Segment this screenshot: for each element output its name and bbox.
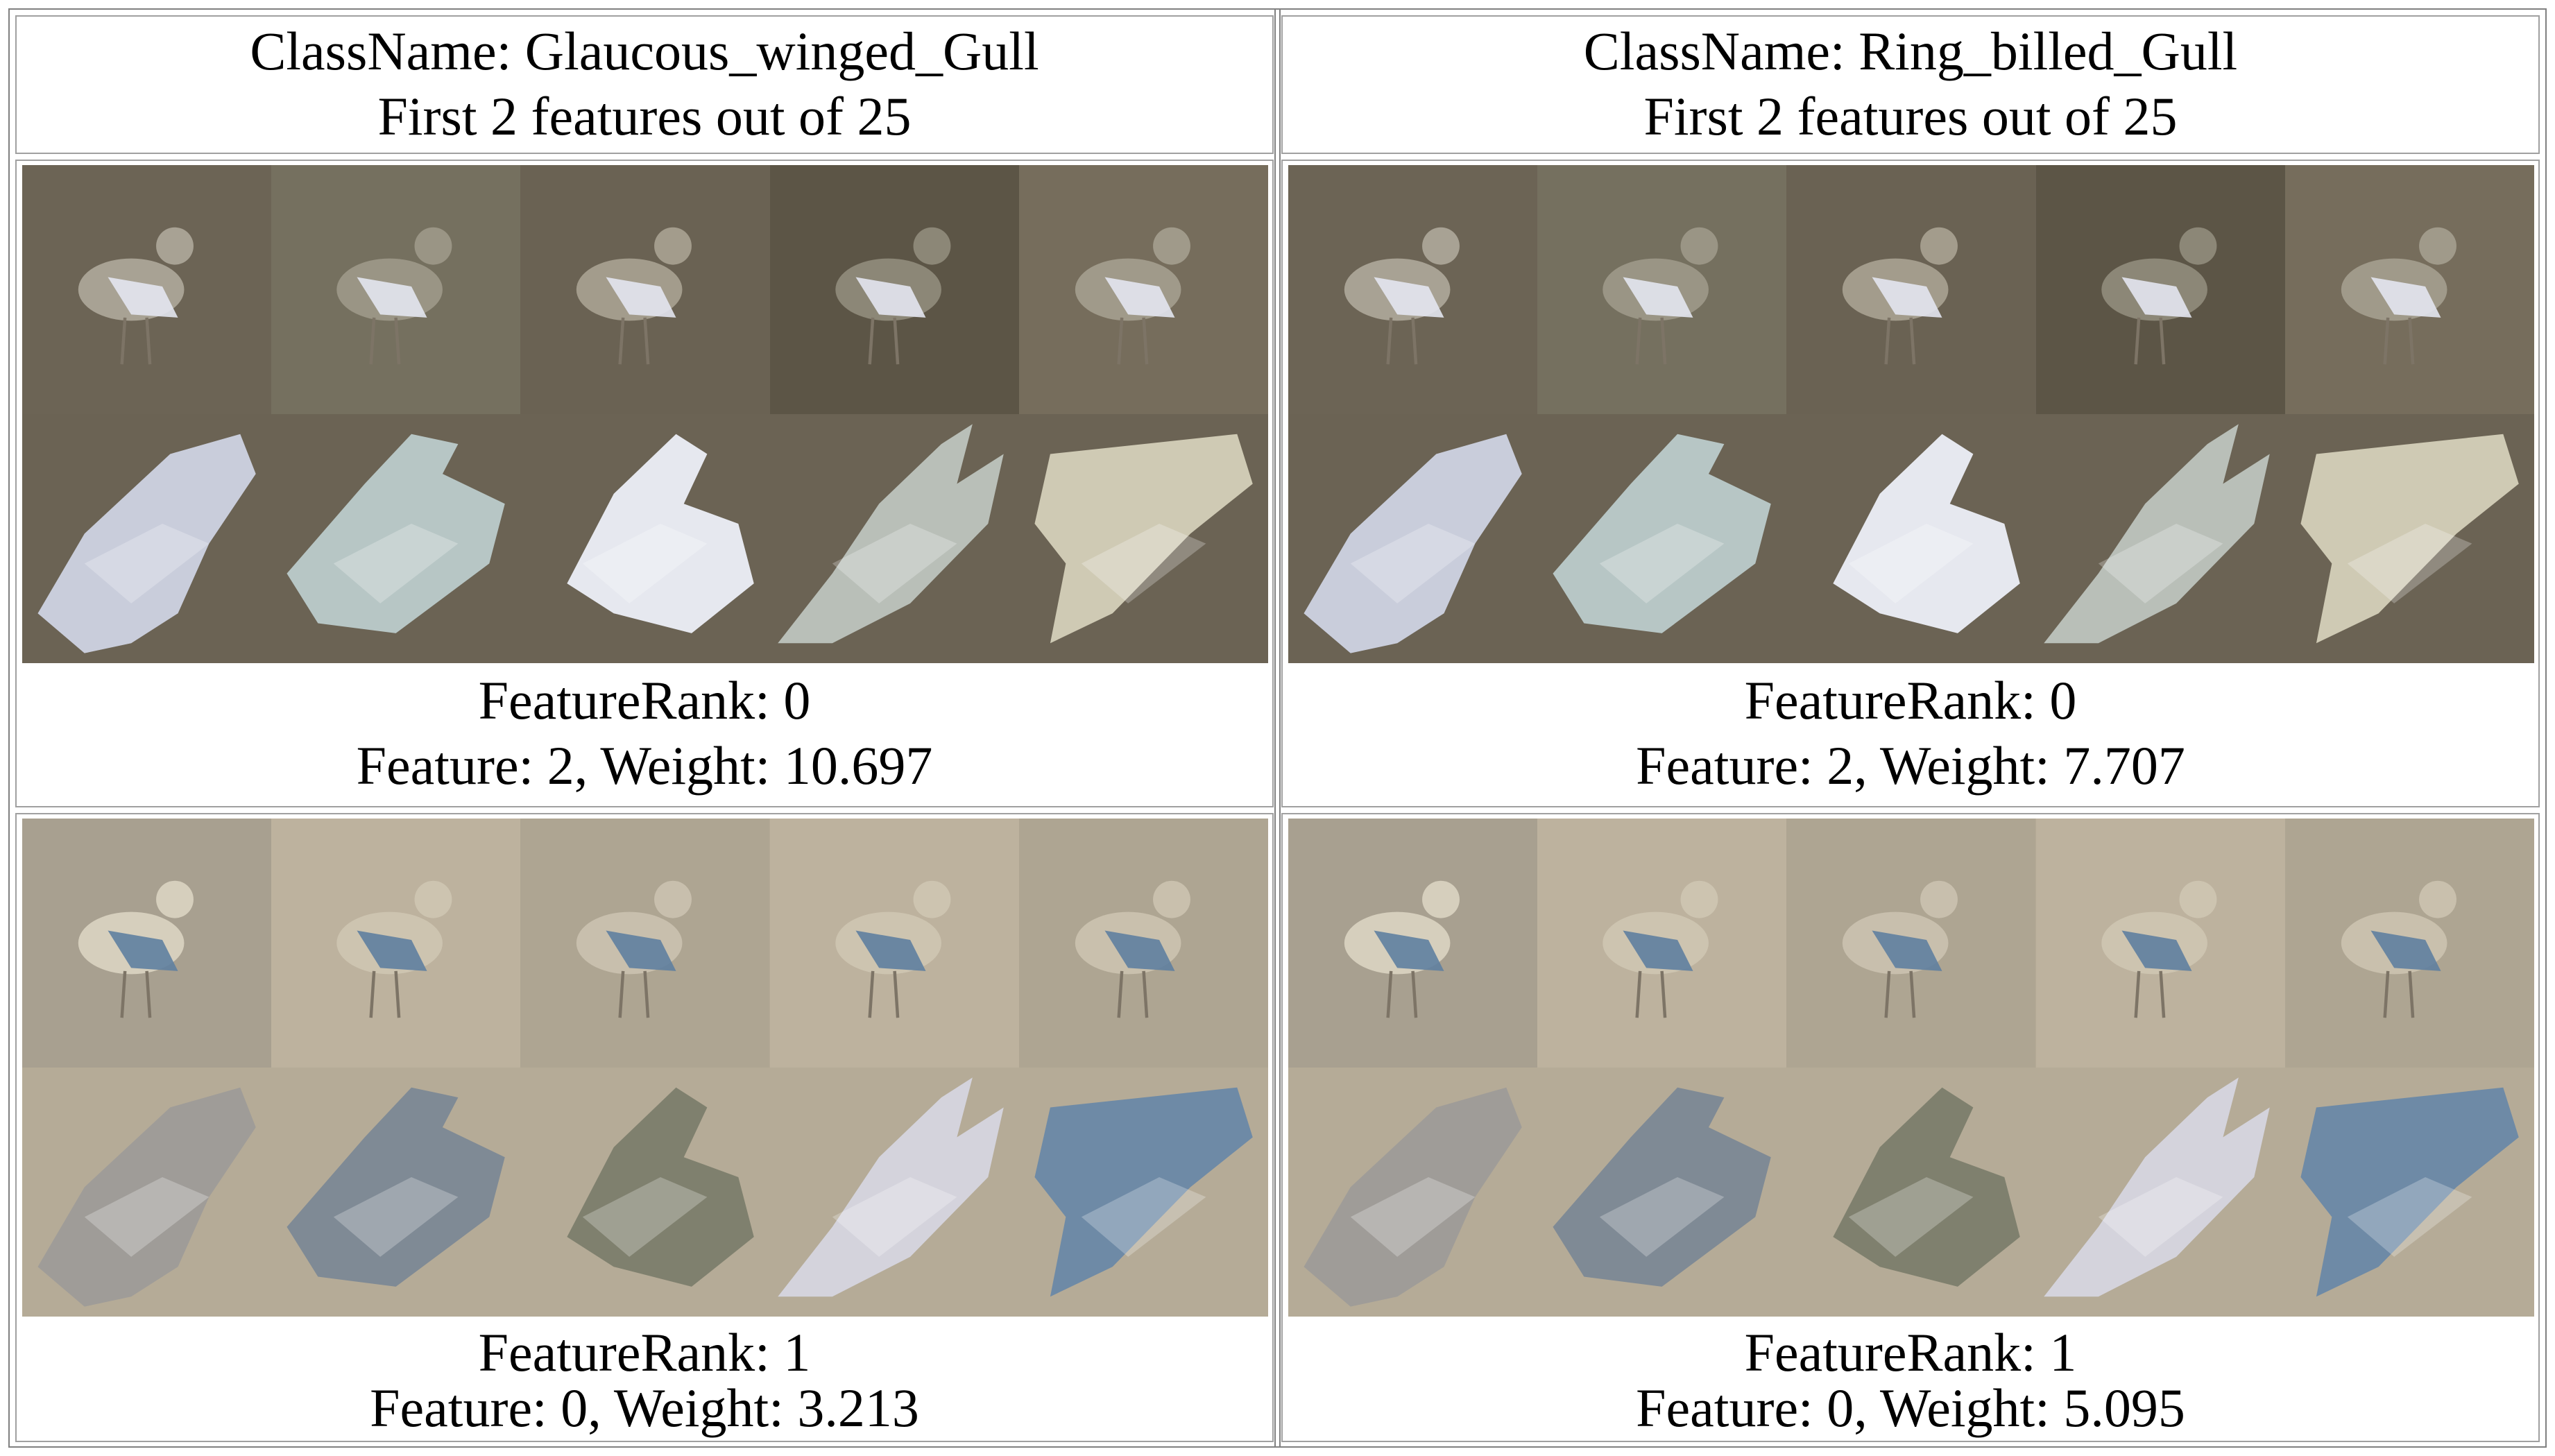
photo-tile-gull-on-pavement [22,819,272,1068]
feature-weight-label: Feature: 2, Weight: 7.707 [1636,735,2185,796]
photo-tile-gull-on-boardwalk [1288,165,1538,414]
features-count-label: First 2 features out of 25 [377,86,912,146]
crop-tile-wing-tail-crop [1537,414,1786,663]
feature-row-0: FeatureRank: 0 Feature: 2, Weight: 7.707 [1281,160,2540,807]
photo-tile-gull-on-post-2 [769,819,1019,1068]
crop-tile-grey-body-crop [1288,1068,1537,1317]
crop-tile-wing-patch-crop [1288,414,1537,663]
feature-rank-label: FeatureRank: 1 [1744,1322,2077,1382]
photo-tile-gull-on-rocks [2035,165,2285,414]
photo-tile-gull-on-beach-2 [1018,819,1268,1068]
photo-tile-gull-on-pavement [1288,819,1538,1068]
panel-header: ClassName: Glaucous_winged_Gull First 2 … [15,15,1274,154]
photo-tile-gull-on-post [1537,819,1787,1068]
crop-tile-sand-wing-crop [2285,414,2534,663]
class-name-label: ClassName: Glaucous_winged_Gull [250,21,1039,81]
feature-weight-label: Feature: 0, Weight: 5.095 [1636,1378,2185,1438]
class-name-label: ClassName: Ring_billed_Gull [1583,21,2238,81]
feature-row-1: FeatureRank: 1 Feature: 0, Weight: 5.095 [1281,813,2540,1442]
photo-tile-gull-on-beach [1786,819,2036,1068]
photo-tile-gull-on-wet-sand [2284,165,2534,414]
photo-tile-gull-on-gravel [520,165,770,414]
feature-rank-label: FeatureRank: 1 [478,1322,811,1382]
crop-tile-grey-wing-crop [2036,414,2285,663]
crop-tile-blue-grey-wing-crop [1537,1068,1786,1317]
crop-tile-blue-tail-crop [1019,1068,1268,1317]
crop-tile-grey-wing-crop [770,414,1019,663]
crop-tile-sand-wing-crop [1019,414,1268,663]
feature-rank-label: FeatureRank: 0 [1744,670,2077,730]
crop-tile-blue-tail-crop [2285,1068,2534,1317]
photo-tile-gull-standing-profile [271,165,521,414]
crop-tile-wing-tail-crop [271,414,520,663]
crop-tile-olive-wing-crop [1786,1068,2035,1317]
image-grid [22,165,1268,663]
feature-row-1: FeatureRank: 1 Feature: 0, Weight: 3.213 [15,813,1274,1442]
crop-tile-pale-wing-crop [2036,1068,2285,1317]
crop-tile-blue-grey-wing-crop [271,1068,520,1317]
photo-tile-gull-on-gravel [1786,165,2036,414]
features-count-label: First 2 features out of 25 [1643,86,2178,146]
crop-tile-white-feather-crop [1786,414,2035,663]
image-grid [22,819,1268,1317]
crop-tile-pale-wing-crop [770,1068,1019,1317]
feature-rank-label: FeatureRank: 0 [478,670,811,730]
photo-tile-gull-on-post [271,819,521,1068]
photo-tile-gull-on-boardwalk [22,165,272,414]
photo-tile-gull-on-rocks [769,165,1019,414]
photo-tile-gull-on-beach-2 [2284,819,2534,1068]
panel-ring-billed-gull: ClassName: Ring_billed_Gull First 2 feat… [1274,8,2547,1448]
crop-tile-grey-body-crop [22,1068,271,1317]
image-grid [1288,819,2534,1317]
photo-tile-gull-on-wet-sand [1018,165,1268,414]
feature-weight-label: Feature: 0, Weight: 3.213 [370,1378,919,1438]
crop-tile-wing-patch-crop [22,414,271,663]
photo-tile-gull-standing-profile [1537,165,1787,414]
photo-tile-gull-on-beach [520,819,770,1068]
panel-header: ClassName: Ring_billed_Gull First 2 feat… [1281,15,2540,154]
panel-glaucous-winged-gull: ClassName: Glaucous_winged_Gull First 2 … [8,8,1281,1448]
image-grid [1288,165,2534,663]
crop-tile-white-feather-crop [520,414,769,663]
feature-row-0: FeatureRank: 0 Feature: 2, Weight: 10.69… [15,160,1274,807]
photo-tile-gull-on-post-2 [2035,819,2285,1068]
feature-weight-label: Feature: 2, Weight: 10.697 [356,735,933,796]
crop-tile-olive-wing-crop [520,1068,769,1317]
